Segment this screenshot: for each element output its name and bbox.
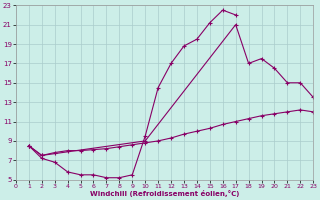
X-axis label: Windchill (Refroidissement éolien,°C): Windchill (Refroidissement éolien,°C): [90, 190, 239, 197]
